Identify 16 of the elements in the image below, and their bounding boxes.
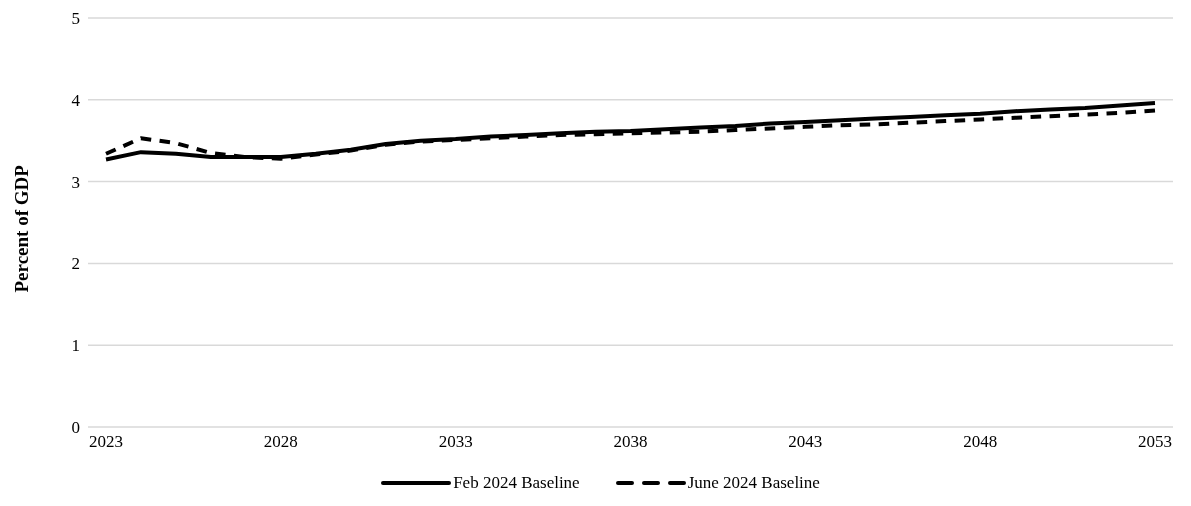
x-tick-label: 2038 xyxy=(613,432,648,452)
x-tick-label: 2033 xyxy=(438,432,473,452)
y-tick-label: 4 xyxy=(71,90,81,110)
x-tick-label: 2053 xyxy=(1138,432,1172,452)
x-tick-label: 2048 xyxy=(963,432,998,452)
y-tick-label: 2 xyxy=(71,254,80,274)
y-tick-label: 1 xyxy=(71,336,80,356)
y-tick-label: 3 xyxy=(71,172,80,192)
y-tick-label: 0 xyxy=(71,418,80,438)
x-tick-label: 2028 xyxy=(263,432,298,452)
y-tick-label: 5 xyxy=(71,9,80,29)
legend-label: June 2024 Baseline xyxy=(687,473,820,493)
legend-label: Feb 2024 Baseline xyxy=(453,473,580,493)
x-tick-label: 2023 xyxy=(89,432,123,452)
y-axis-title: Percent of GDP xyxy=(10,164,32,293)
x-tick-label: 2043 xyxy=(788,432,823,452)
